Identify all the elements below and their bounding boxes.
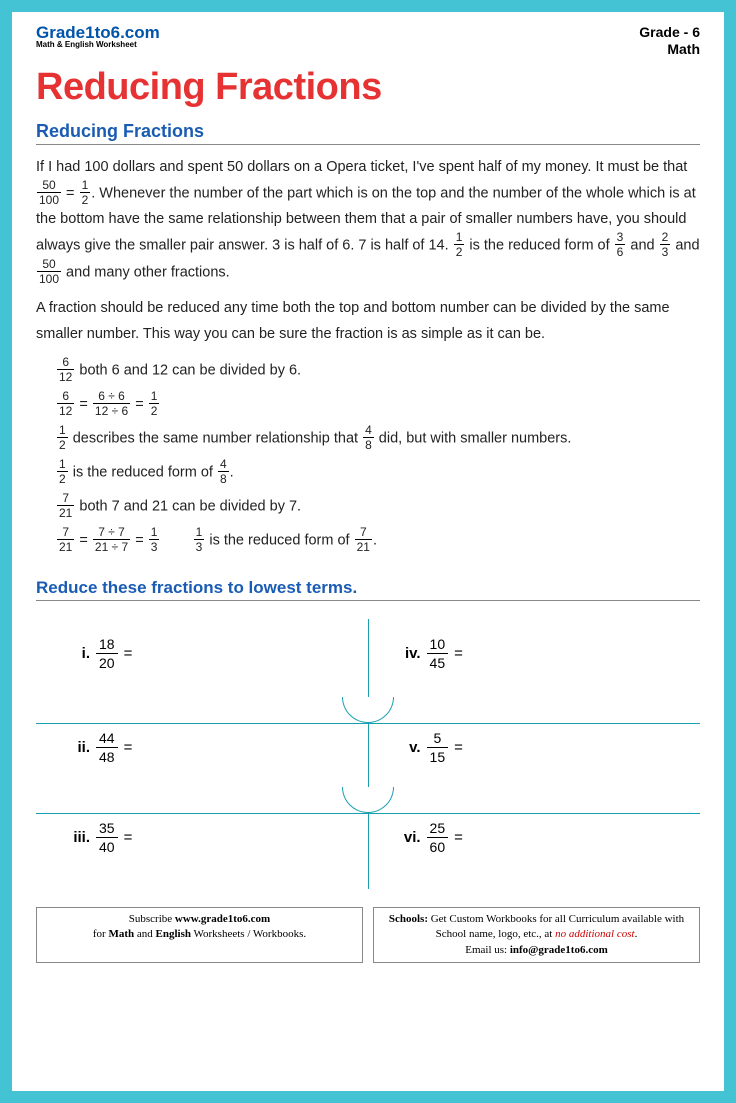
problem-i: i.1820=: [64, 637, 132, 670]
fraction-3-6: 36: [614, 231, 627, 258]
worked-line: 721 both 7 and 21 can be divided by 7.: [56, 493, 700, 520]
horizontal-divider: [36, 813, 700, 814]
paragraph-2: A fraction should be reduced any time bo…: [36, 296, 700, 347]
worked-line: 12 is the reduced form of 48.: [56, 459, 700, 486]
problem-iii: iii.3540=: [64, 821, 132, 854]
section-title: Reducing Fractions: [36, 121, 700, 145]
worked-line: 12 describes the same number relationshi…: [56, 425, 700, 452]
fraction-50-100: 50100: [36, 258, 62, 285]
grade-line2: Math: [639, 41, 700, 58]
worked-line: 721 = 7 ÷ 721 ÷ 7 = 13 13 is the reduced…: [56, 527, 700, 554]
fraction-1-2: 12: [148, 390, 161, 417]
footer: Subscribe www.grade1to6.com for Math and…: [36, 907, 700, 963]
fraction-4-8: 48: [362, 424, 375, 451]
footer-schools: Schools: Get Custom Workbooks for all Cu…: [373, 907, 700, 963]
problem-fraction: 1045: [427, 637, 449, 670]
problem-fraction: 515: [427, 731, 449, 764]
paragraph-1: If I had 100 dollars and spent 50 dollar…: [36, 155, 700, 287]
fraction-7-21: 721: [354, 526, 373, 553]
fraction-1-3: 13: [193, 526, 206, 553]
grade-label: Grade - 6 Math: [639, 24, 700, 58]
problem-ii: ii.4448=: [64, 731, 132, 764]
brand-subtitle: Math & English Worksheet: [36, 41, 160, 49]
divider-curve: [342, 697, 368, 723]
problem-fraction: 4448: [96, 731, 118, 764]
header: Grade1to6.com Math & English Worksheet G…: [36, 24, 700, 58]
problem-fraction: 1820: [96, 637, 118, 670]
worksheet-page: Grade1to6.com Math & English Worksheet G…: [12, 12, 724, 1091]
fraction-7-21: 721: [56, 492, 75, 519]
fraction-7d7-21d7: 7 ÷ 721 ÷ 7: [92, 526, 131, 553]
problem-v: v.515=: [395, 731, 463, 764]
fraction-2-3: 23: [659, 231, 672, 258]
page-title: Reducing Fractions: [36, 66, 700, 109]
fraction-6-12: 612: [56, 356, 75, 383]
fraction-1-2: 12: [453, 231, 466, 258]
fraction-1-3: 13: [148, 526, 161, 553]
fraction-1-2: 12: [56, 424, 69, 451]
fraction-6-12: 612: [56, 390, 75, 417]
brand: Grade1to6.com Math & English Worksheet: [36, 24, 160, 49]
footer-subscribe: Subscribe www.grade1to6.com for Math and…: [36, 907, 363, 963]
fraction-1-2: 12: [56, 458, 69, 485]
problems-grid: i.1820= ii.4448= iii.3540= iv.1045= v.51…: [36, 619, 700, 889]
brand-name: Grade1to6.com: [36, 24, 160, 41]
exercise-title: Reduce these fractions to lowest terms.: [36, 578, 700, 601]
fraction-4-8: 48: [217, 458, 230, 485]
horizontal-divider: [36, 723, 700, 724]
fraction-1-2: 12: [79, 179, 92, 206]
divider-curve: [368, 787, 394, 813]
fraction-50-100: 50100: [36, 179, 62, 206]
explanation: If I had 100 dollars and spent 50 dollar…: [36, 155, 700, 555]
worked-line: 612 both 6 and 12 can be divided by 6.: [56, 357, 700, 384]
worked-examples: 612 both 6 and 12 can be divided by 6. 6…: [56, 357, 700, 554]
divider-curve: [368, 697, 394, 723]
problem-iv: iv.1045=: [395, 637, 463, 670]
problem-vi: vi.2560=: [395, 821, 463, 854]
fraction-7-21: 721: [56, 526, 75, 553]
divider-curve: [342, 787, 368, 813]
grade-line1: Grade - 6: [639, 24, 700, 41]
problem-fraction: 2560: [427, 821, 449, 854]
fraction-6d6-12d6: 6 ÷ 612 ÷ 6: [92, 390, 131, 417]
problem-fraction: 3540: [96, 821, 118, 854]
worked-line: 612 = 6 ÷ 612 ÷ 6 = 12: [56, 391, 700, 418]
vertical-divider: [368, 619, 369, 889]
